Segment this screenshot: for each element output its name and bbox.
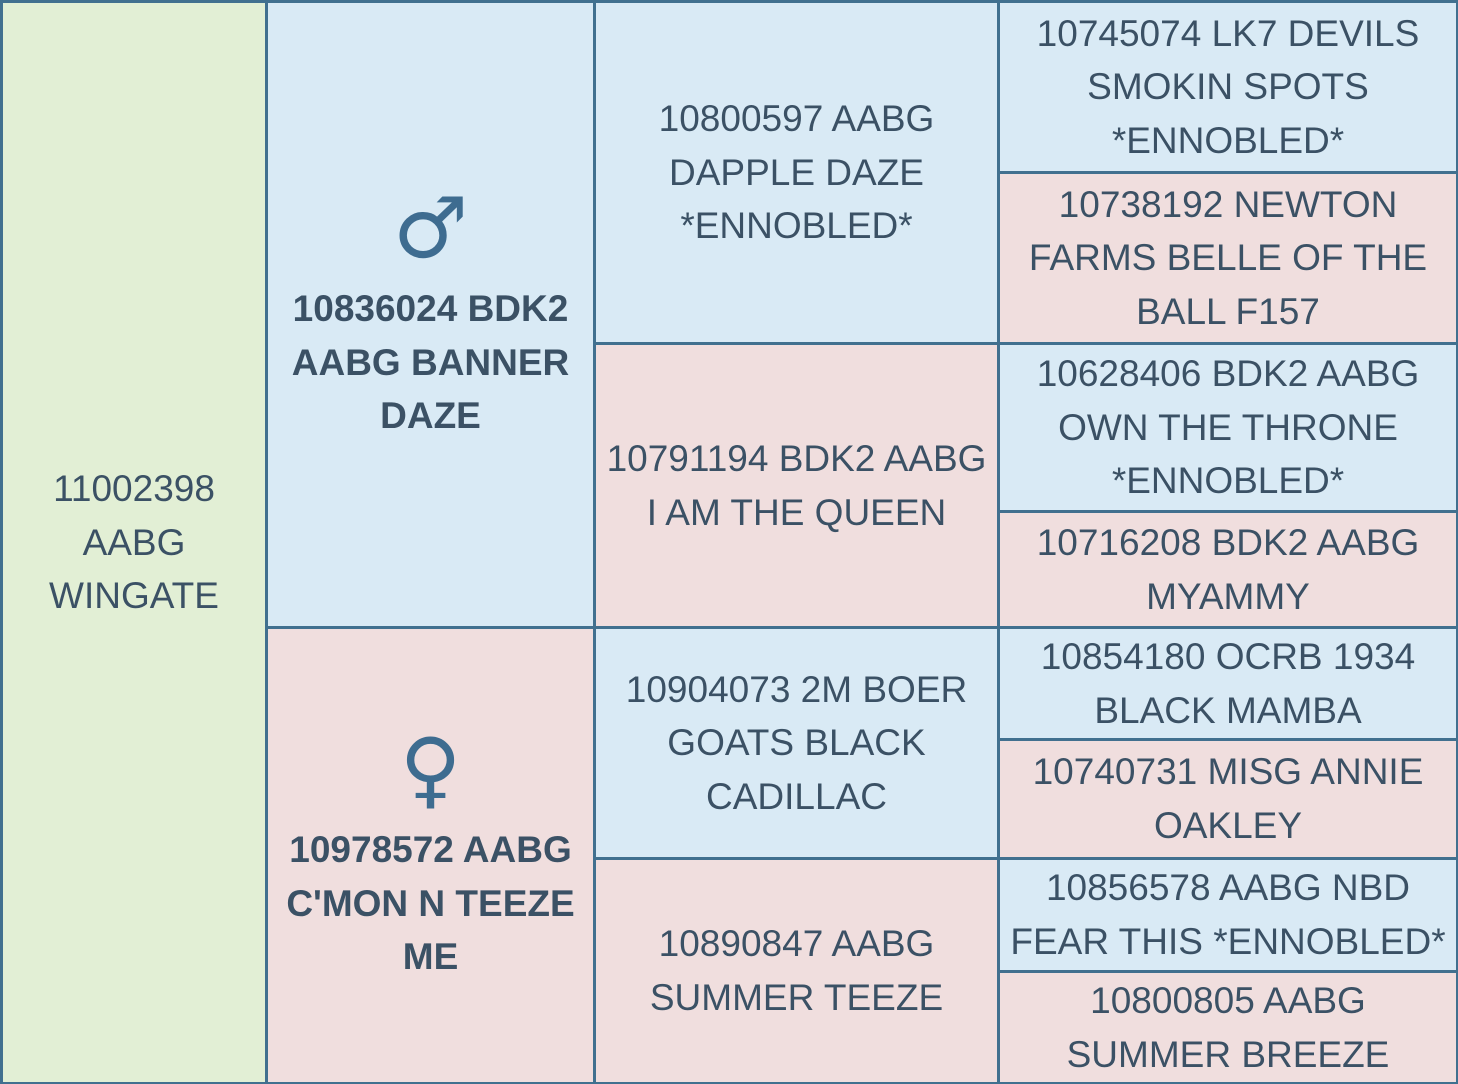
subject-cell: 11002398 AABG WINGATE (3, 3, 265, 1082)
dam-sire-dam-label: 10740731 MISG ANNIE OAKLEY (1032, 751, 1424, 846)
dam-sire-label: 10904073 2M BOER GOATS BLACK CADILLAC (625, 668, 968, 817)
dam-dam-cell: 10890847 AABG SUMMER TEEZE (596, 860, 997, 1082)
dam-dam-sire-label: 10856578 AABG NBD FEAR THIS *ENNOBLED* (1010, 867, 1446, 962)
dam-dam-dam-label: 10800805 AABG SUMMER BREEZE (1066, 979, 1390, 1075)
female-icon: ♀ (399, 720, 462, 819)
dam-sire-sire-label: 10854180 OCRB 1934 BLACK MAMBA (1040, 635, 1416, 731)
sire-sire-dam-label: 10738192 NEWTON FARMS BELLE OF THE BALL … (1028, 183, 1428, 332)
sire-dam-sire-cell: 10628406 BDK2 AABG OWN THE THRONE *ENNOB… (1000, 345, 1456, 510)
subject-label: 11002398 AABG WINGATE (49, 468, 219, 617)
male-icon: ♂ (392, 179, 469, 278)
dam-sire-dam-cell: 10740731 MISG ANNIE OAKLEY (1000, 741, 1456, 857)
sire-sire-cell: 10800597 AABG DAPPLE DAZE *ENNOBLED* (596, 3, 997, 342)
dam-sire-sire-cell: 10854180 OCRB 1934 BLACK MAMBA (1000, 629, 1456, 738)
sire-dam-dam-label: 10716208 BDK2 AABG MYAMMY (1036, 521, 1420, 617)
sire-sire-sire-cell: 10745074 LK7 DEVILS SMOKIN SPOTS *ENNOBL… (1000, 3, 1456, 171)
sire-sire-label: 10800597 AABG DAPPLE DAZE *ENNOBLED* (658, 98, 935, 247)
sire-cell: ♂ 10836024 BDK2 AABG BANNER DAZE (268, 3, 593, 626)
sire-dam-dam-cell: 10716208 BDK2 AABG MYAMMY (1000, 513, 1456, 626)
dam-dam-sire-cell: 10856578 AABG NBD FEAR THIS *ENNOBLED* (1000, 860, 1456, 970)
sire-sire-sire-label: 10745074 LK7 DEVILS SMOKIN SPOTS *ENNOBL… (1036, 12, 1420, 161)
sire-dam-cell: 10791194 BDK2 AABG I AM THE QUEEN (596, 345, 997, 626)
sire-dam-label: 10791194 BDK2 AABG I AM THE QUEEN (606, 437, 987, 533)
dam-sire-cell: 10904073 2M BOER GOATS BLACK CADILLAC (596, 629, 997, 857)
dam-dam-label: 10890847 AABG SUMMER TEEZE (649, 923, 944, 1018)
sire-sire-dam-cell: 10738192 NEWTON FARMS BELLE OF THE BALL … (1000, 174, 1456, 342)
sire-label: 10836024 BDK2 AABG BANNER DAZE (291, 288, 570, 437)
dam-cell: ♀ 10978572 AABG C'MON N TEEZE ME (268, 629, 593, 1082)
dam-label: 10978572 AABG C'MON N TEEZE ME (286, 829, 575, 978)
sire-dam-sire-label: 10628406 BDK2 AABG OWN THE THRONE *ENNOB… (1036, 353, 1420, 502)
dam-dam-dam-cell: 10800805 AABG SUMMER BREEZE (1000, 973, 1456, 1082)
